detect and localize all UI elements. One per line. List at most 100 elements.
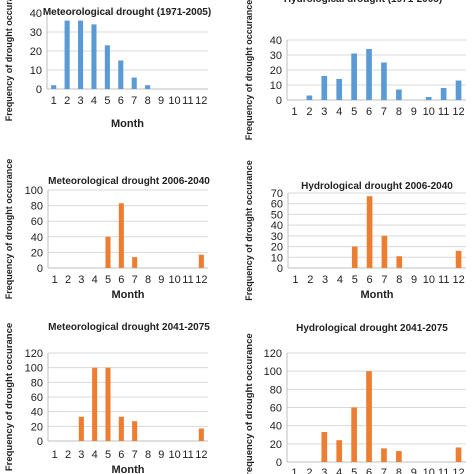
x-tick-label: 12 xyxy=(195,95,207,107)
chart-title: Hydrological drought (1971-2005) xyxy=(284,0,442,5)
bar-month-5 xyxy=(105,236,111,268)
y-tick-label: 30 xyxy=(271,231,283,243)
x-tick-label: 5 xyxy=(351,106,357,118)
x-tick-label: 12 xyxy=(195,274,207,286)
x-tick-label: 6 xyxy=(118,274,124,286)
x-tick-label: 2 xyxy=(307,274,313,286)
y-tick-label: 40 xyxy=(271,220,283,232)
x-tick-label: 9 xyxy=(411,106,417,118)
y-tick-label: 10 xyxy=(30,65,42,77)
x-tick-label: 3 xyxy=(78,274,84,286)
bar-month-5 xyxy=(351,53,357,100)
chart-title: Meteorological drought 2041-2075 xyxy=(48,322,210,333)
y-tick-label: 40 xyxy=(270,421,282,433)
bar-month-4 xyxy=(92,367,98,441)
y-tick-label: 0 xyxy=(37,263,43,275)
x-tick-label: 12 xyxy=(452,274,464,286)
bar-month-3 xyxy=(321,76,328,100)
bar-month-5 xyxy=(351,246,358,268)
x-tick-label: 10 xyxy=(423,274,435,286)
x-tick-label: 11 xyxy=(182,449,193,461)
x-tick-label: 9 xyxy=(411,274,417,286)
x-tick-label: 6 xyxy=(367,274,373,286)
bar-month-6 xyxy=(118,203,124,268)
bar-month-12 xyxy=(455,447,462,462)
bar-month-7 xyxy=(381,235,388,268)
y-tick-label: 50 xyxy=(271,209,283,221)
bar-month-6 xyxy=(118,60,124,89)
y-axis-label: Frequency of drought occurance xyxy=(4,323,15,471)
x-tick-label: 2 xyxy=(64,95,70,107)
y-tick-label: 100 xyxy=(264,366,282,378)
x-tick-label: 4 xyxy=(92,274,98,286)
y-tick-label: 70 xyxy=(271,188,283,200)
x-tick-label: 5 xyxy=(352,274,358,286)
x-tick-label: 7 xyxy=(381,467,387,474)
x-tick-label: 9 xyxy=(158,95,164,107)
x-tick-label: 1 xyxy=(52,449,58,461)
x-tick-label: 1 xyxy=(51,95,57,107)
y-axis-label: Frequency of drought occurance xyxy=(244,333,255,474)
y-tick-label: 0 xyxy=(36,84,42,96)
x-tick-label: 5 xyxy=(351,467,357,474)
x-tick-label: 3 xyxy=(78,449,84,461)
bar-month-4 xyxy=(91,24,97,89)
x-tick-label: 7 xyxy=(381,106,387,118)
y-tick-label: 0 xyxy=(277,263,283,275)
x-tick-label: 11 xyxy=(182,274,193,286)
x-tick-label: 12 xyxy=(452,106,464,118)
x-tick-label: 2 xyxy=(65,274,71,286)
y-tick-label: 20 xyxy=(270,65,282,77)
y-axis-label: Frequency of drought occurance xyxy=(4,159,14,300)
x-tick-label: 8 xyxy=(145,95,151,107)
x-tick-label: 8 xyxy=(145,449,151,461)
x-tick-label: 3 xyxy=(321,467,327,474)
y-tick-label: 20 xyxy=(271,242,283,254)
bar-month-5 xyxy=(104,45,110,89)
bar-month-3 xyxy=(78,416,84,441)
x-tick-label: 10 xyxy=(423,106,435,118)
bar-month-12 xyxy=(198,254,204,268)
x-tick-label: 9 xyxy=(411,467,417,474)
chart-title: Meteorological drought (1971-2005) xyxy=(43,7,211,18)
y-tick-label: 20 xyxy=(30,46,42,58)
x-tick-label: 5 xyxy=(105,274,111,286)
bar-month-12 xyxy=(455,80,462,100)
chart-title: Hydrological drought 2006-2040 xyxy=(301,181,453,192)
x-tick-label: 6 xyxy=(118,449,124,461)
bar-month-3 xyxy=(77,20,84,90)
bar-month-2 xyxy=(64,20,70,90)
x-tick-label: 8 xyxy=(396,467,402,474)
y-tick-label: 40 xyxy=(30,8,42,20)
y-tick-label: 20 xyxy=(31,247,43,259)
x-tick-label: 5 xyxy=(105,449,111,461)
y-tick-label: 0 xyxy=(37,436,43,448)
y-tick-label: 100 xyxy=(25,363,43,375)
x-tick-label: 1 xyxy=(291,467,297,474)
bar-month-7 xyxy=(381,448,387,462)
y-axis-label: Frequency of drought occurance xyxy=(4,0,14,121)
x-tick-label: 4 xyxy=(91,95,97,107)
x-tick-label: 4 xyxy=(336,467,342,474)
bar-month-3 xyxy=(321,432,328,462)
bar-month-6 xyxy=(118,416,124,441)
y-tick-label: 80 xyxy=(31,201,43,213)
y-tick-label: 40 xyxy=(31,407,43,419)
bar-month-7 xyxy=(131,77,137,89)
y-tick-label: 40 xyxy=(31,232,43,244)
x-axis-label: Month xyxy=(112,289,145,301)
bar-month-8 xyxy=(396,256,403,268)
x-tick-label: 2 xyxy=(306,106,312,118)
x-tick-label: 7 xyxy=(132,274,138,286)
x-tick-label: 7 xyxy=(381,274,387,286)
bar-month-6 xyxy=(366,371,372,462)
x-tick-label: 10 xyxy=(168,95,180,107)
y-tick-label: 30 xyxy=(30,27,42,39)
bar-month-12 xyxy=(198,428,204,441)
x-tick-label: 6 xyxy=(118,95,124,107)
bar-month-7 xyxy=(132,421,138,441)
